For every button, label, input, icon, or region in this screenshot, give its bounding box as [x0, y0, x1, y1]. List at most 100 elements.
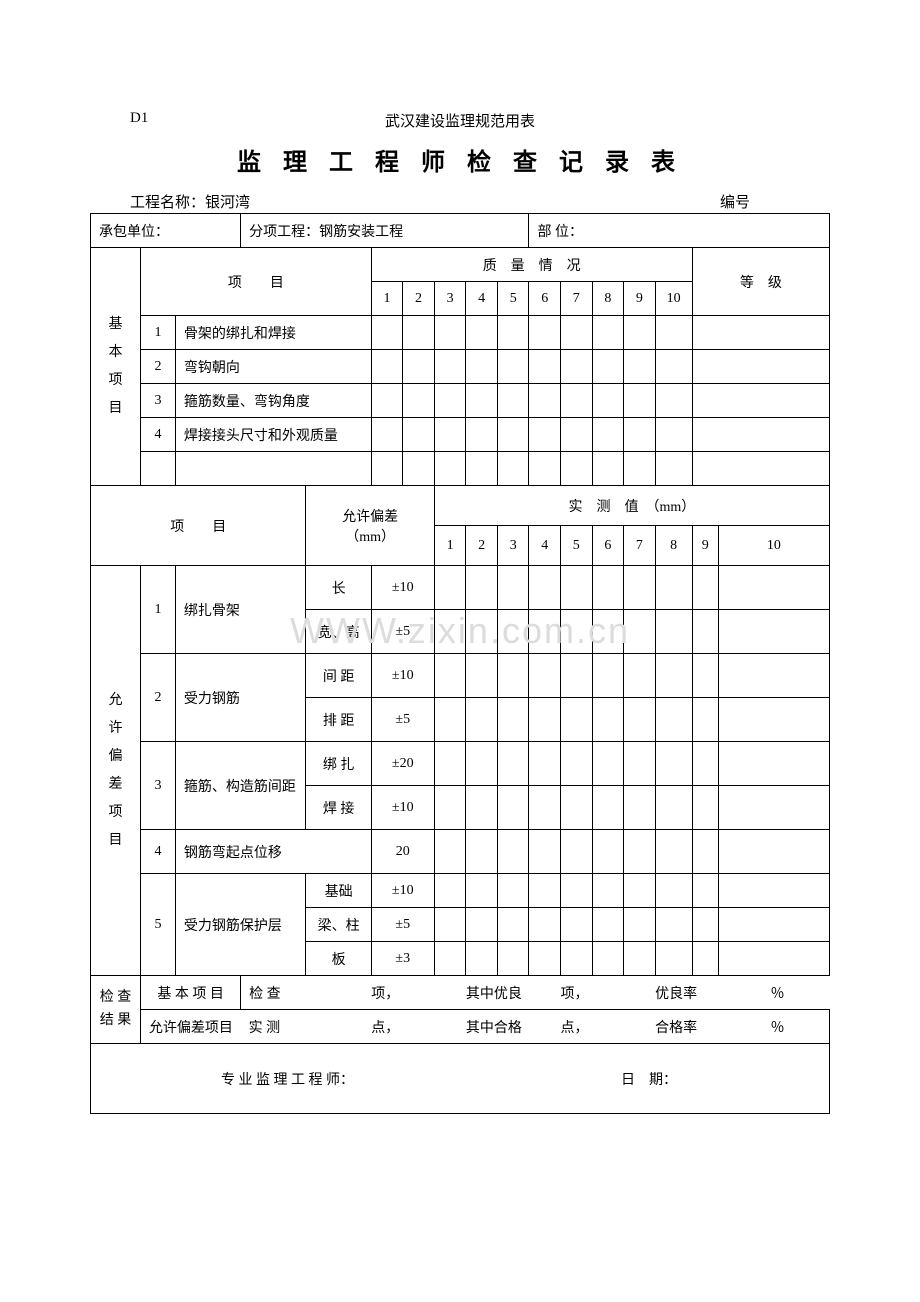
s2-tol2b: ±5: [371, 698, 434, 742]
s1-group-label: 基本项目: [91, 248, 141, 486]
number-label: 编号: [720, 191, 750, 212]
s2-sub1b: 宽、高: [306, 610, 371, 654]
footer-cell: 专 业 监 理 工 程 师： 日 期：: [91, 1044, 830, 1114]
contractor-cell: 承包单位：: [91, 214, 241, 248]
header-line: D1 武汉建设监理规范用表: [90, 110, 830, 128]
s1-n1: 1: [141, 316, 176, 350]
s1-row-2: 2 弯钩朝向: [91, 350, 830, 384]
s2-n5: 5: [141, 874, 176, 976]
footer-row: 专 业 监 理 工 程 师： 日 期：: [91, 1044, 830, 1114]
project-label: 工程名称：: [130, 195, 205, 211]
s2-c2: 2: [466, 526, 498, 566]
r1-d: 其中优良: [466, 976, 561, 1010]
s2-c3: 3: [497, 526, 529, 566]
s2-c8: 8: [655, 526, 692, 566]
s2-n3: 3: [141, 742, 176, 830]
r1-g: ％: [770, 976, 829, 1010]
s2-sub5c: 板: [306, 942, 371, 976]
s1-n2: 2: [141, 350, 176, 384]
s1-header-row1: 基本项目 项 目 质 量 情 况 等 级: [91, 248, 830, 282]
s2-c9: 9: [692, 526, 718, 566]
s2-n4: 4: [141, 830, 176, 874]
r2-b: 实 测: [241, 1010, 372, 1044]
r2-d: 其中合格: [466, 1010, 561, 1044]
s1-col-9: 9: [624, 282, 656, 316]
s2-c7: 7: [624, 526, 656, 566]
r1-e: 项，: [561, 976, 656, 1010]
subproject-label: 分项工程：: [249, 225, 319, 240]
results-row2: 允许偏差项目 实 测 点， 其中合格 点， 合格率 ％: [91, 1010, 830, 1044]
s1-item-header: 项 目: [141, 248, 372, 316]
s2-tol1b: ±5: [371, 610, 434, 654]
s2-tol5a: ±10: [371, 874, 434, 908]
s1-row-4: 4 焊接接头尺寸和外观质量: [91, 418, 830, 452]
s2-tol3b: ±10: [371, 786, 434, 830]
project-name: 工程名称：银河湾: [130, 191, 250, 212]
s2-name3: 箍筋、构造筋间距: [175, 742, 306, 830]
meta-line: 工程名称：银河湾 编号: [90, 191, 830, 211]
r1-a: 基 本 项 目: [141, 976, 241, 1010]
s2-row4: 4 钢筋弯起点位移 20: [91, 830, 830, 874]
s2-row2a: 2 受力钢筋 间 距 ±10: [91, 654, 830, 698]
s2-row5a: 5 受力钢筋保护层 基础 ±10: [91, 874, 830, 908]
s1-col-2: 2: [403, 282, 435, 316]
s2-sub5b: 梁、柱: [306, 908, 371, 942]
r2-c: 点，: [371, 1010, 466, 1044]
s2-tol1a: ±10: [371, 566, 434, 610]
r2-f: 合格率: [655, 1010, 770, 1044]
s2-n1: 1: [141, 566, 176, 654]
s2-row3a: 3 箍筋、构造筋间距 绑 扎 ±20: [91, 742, 830, 786]
s1-col-10: 10: [655, 282, 692, 316]
s2-tol5b: ±5: [371, 908, 434, 942]
s2-sub3b: 焊 接: [306, 786, 371, 830]
s1-col-8: 8: [592, 282, 624, 316]
s2-tol-l1: 允许偏差: [342, 510, 398, 525]
s2-sub3a: 绑 扎: [306, 742, 371, 786]
main-table: 承包单位： 分项工程：钢筋安装工程 部 位： 基本项目 项 目 质 量 情 况 …: [90, 213, 830, 1114]
s2-tol2a: ±10: [371, 654, 434, 698]
s2-c10: 10: [718, 526, 829, 566]
s1-col-3: 3: [434, 282, 466, 316]
doc-title: 监 理 工 程 师 检 查 记 录 表: [90, 142, 830, 177]
s1-name2: 弯钩朝向: [175, 350, 371, 384]
project-value: 银河湾: [205, 195, 250, 211]
subproject-value: 钢筋安装工程: [319, 225, 403, 240]
r1-b: 检 查: [241, 976, 372, 1010]
s1-row-blank: [91, 452, 830, 486]
s2-sub5a: 基础: [306, 874, 371, 908]
r1-f: 优良率: [655, 976, 770, 1010]
s2-name1: 绑扎骨架: [175, 566, 306, 654]
page-container: D1 武汉建设监理规范用表 监 理 工 程 师 检 查 记 录 表 工程名称：银…: [0, 0, 920, 1194]
position-cell: 部 位：: [529, 214, 830, 248]
s1-name1: 骨架的绑扎和焊接: [175, 316, 371, 350]
s2-name2: 受力钢筋: [175, 654, 306, 742]
s1-col-5: 5: [497, 282, 529, 316]
s1-n4: 4: [141, 418, 176, 452]
s1-col-1: 1: [371, 282, 403, 316]
s2-header-row1: 项 目 允许偏差 （mm） 实 测 值 （mm）: [91, 486, 830, 526]
subproject-cell: 分项工程：钢筋安装工程: [241, 214, 529, 248]
r2-e: 点，: [561, 1010, 656, 1044]
s2-tol-l2: （mm）: [345, 530, 395, 545]
s1-name3: 箍筋数量、弯钩角度: [175, 384, 371, 418]
s2-c4: 4: [529, 526, 561, 566]
r2-a: 允许偏差项目: [141, 1010, 241, 1044]
s2-measured-header: 实 测 值 （mm）: [434, 486, 829, 526]
date-label: 日 期：: [621, 1073, 677, 1088]
s2-tol3a: ±20: [371, 742, 434, 786]
s2-tol-header: 允许偏差 （mm）: [306, 486, 434, 566]
s2-c1: 1: [434, 526, 466, 566]
results-row1: 检 查结 果 基 本 项 目 检 查 项， 其中优良 项， 优良率 ％: [91, 976, 830, 1010]
s1-row-3: 3 箍筋数量、弯钩角度: [91, 384, 830, 418]
s1-col-6: 6: [529, 282, 561, 316]
s2-name4: 钢筋弯起点位移: [175, 830, 371, 874]
s1-grade-header: 等 级: [692, 248, 829, 316]
s2-sub2a: 间 距: [306, 654, 371, 698]
s2-group-label: 允许偏差项目: [91, 566, 141, 976]
r1-c: 项，: [371, 976, 466, 1010]
s2-c5: 5: [561, 526, 593, 566]
s2-tol5c: ±3: [371, 942, 434, 976]
s2-item-header: 项 目: [91, 486, 306, 566]
r2-g: ％: [770, 1010, 829, 1044]
s1-quality-header: 质 量 情 况: [371, 248, 692, 282]
